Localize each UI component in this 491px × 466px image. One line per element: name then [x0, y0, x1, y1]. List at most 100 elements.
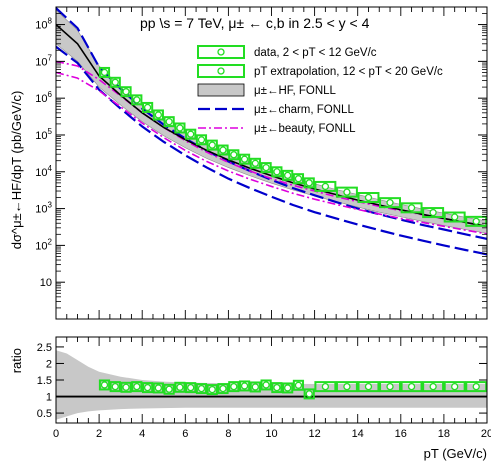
- x-tick-label: 16: [395, 428, 407, 440]
- data-point-box: [228, 149, 240, 161]
- data-point-marker: [386, 198, 394, 207]
- data-point: [152, 109, 164, 121]
- ratio-point-box: [303, 388, 315, 400]
- data-point: [335, 186, 358, 198]
- ratio-point-marker: [208, 385, 216, 394]
- ratio-point: [271, 382, 283, 394]
- ratio-point-marker: [451, 382, 459, 391]
- ratio-point-box: [217, 383, 229, 395]
- data-point: [142, 101, 154, 113]
- ratio-point-marker: [240, 382, 249, 390]
- data-point-box: [109, 76, 121, 88]
- ratio-point: [357, 381, 380, 393]
- ratio-plot-area: [56, 350, 487, 420]
- data-point-box: [174, 122, 186, 134]
- ratio-point-box: [174, 381, 186, 393]
- data-point-box: [238, 153, 251, 165]
- legend-swatch-data: [197, 45, 245, 59]
- legend-label: μ±←HF, FONLL: [254, 85, 337, 97]
- data-point-box: [443, 211, 466, 223]
- beauty-lower-line: [56, 71, 487, 235]
- data-point-box: [292, 173, 305, 185]
- data-point-marker: [321, 182, 330, 191]
- legend-swatch-hf: [197, 83, 245, 97]
- ratio-point-box: [206, 384, 218, 396]
- data-point-marker: [154, 111, 163, 119]
- ratio-point: [142, 382, 154, 394]
- ratio-point: [195, 383, 208, 395]
- x-tick-label: 14: [352, 428, 364, 440]
- ratio-point-marker: [230, 382, 238, 391]
- ratio-point: [109, 381, 121, 393]
- data-point-marker: [111, 78, 119, 86]
- data-point-box: [357, 192, 380, 204]
- data-point-marker: [262, 163, 270, 172]
- ratio-point: [217, 383, 229, 395]
- data-point-box: [98, 66, 111, 78]
- data-point: [98, 66, 111, 78]
- data-point-marker: [451, 213, 459, 221]
- x-tick-label: 6: [182, 428, 188, 440]
- ratio-point-marker: [472, 382, 480, 391]
- ratio-point-marker: [343, 382, 351, 391]
- main-plot-area: [56, 7, 487, 256]
- ratio-point-marker: [386, 382, 394, 391]
- ratio-point-box: [260, 379, 272, 391]
- ratio-point: [98, 379, 111, 391]
- data-point-marker: [294, 175, 303, 183]
- data-point-box: [465, 215, 487, 227]
- data-point-marker: [251, 159, 259, 167]
- data-point-marker: [273, 168, 281, 176]
- data-point-box: [120, 86, 132, 98]
- chart-title: pp \s = 7 TeV, μ± ← c,b in 2.5 < y < 4: [140, 15, 370, 31]
- ratio-point: [282, 382, 294, 394]
- data-point: [422, 207, 445, 219]
- x-tick-label: 4: [139, 428, 145, 440]
- data-point-marker: [305, 179, 313, 187]
- x-tick-label: 2: [96, 428, 102, 440]
- ratio-point-box: [292, 379, 305, 391]
- data-point-marker: [240, 155, 249, 163]
- ratio-point: [185, 382, 197, 394]
- data-point-marker: [284, 171, 292, 180]
- ratio-y-tick-label: 2.5: [37, 342, 52, 354]
- ratio-point-box: [379, 381, 401, 393]
- data-point-marker: [165, 118, 173, 126]
- ratio-point: [249, 381, 261, 393]
- data-point-box: [282, 169, 294, 181]
- ratio-point-marker: [111, 382, 119, 391]
- x-tick-label: 10: [265, 428, 277, 440]
- ratio-point-box: [228, 381, 240, 393]
- data-point-box: [271, 166, 283, 178]
- data-point-marker: [230, 151, 238, 159]
- ratio-point-marker: [294, 381, 303, 389]
- data-point: [379, 197, 401, 209]
- data-point-marker: [472, 217, 480, 226]
- ratio-point: [422, 381, 445, 393]
- ratio-point-box: [443, 381, 466, 393]
- data-point-marker: [429, 208, 437, 217]
- ratio-point: [465, 381, 487, 393]
- data-point-marker: [133, 96, 141, 104]
- data-point: [185, 128, 197, 140]
- legend-entry: pT extrapolation, 12 < pT < 20 GeV/c: [197, 64, 443, 78]
- data-point: [109, 76, 121, 88]
- ratio-point-marker: [429, 382, 437, 391]
- ratio-point: [260, 379, 272, 391]
- data-point: [174, 122, 186, 134]
- data-point: [163, 116, 175, 128]
- ratio-point-marker: [251, 383, 259, 391]
- data-point-box: [249, 157, 261, 169]
- ratio-point-box: [282, 382, 294, 394]
- legend-label: data, 2 < pT < 12 GeV/c: [254, 47, 377, 59]
- data-point-box: [131, 94, 143, 106]
- data-point: [443, 211, 466, 223]
- ratio-point-box: [400, 381, 423, 393]
- ratio-point: [131, 381, 143, 393]
- data-point: [206, 139, 218, 151]
- data-point-box: [217, 144, 229, 156]
- ratio-point-box: [314, 381, 337, 393]
- ratio-point-marker: [364, 382, 373, 391]
- data-point: [131, 94, 143, 106]
